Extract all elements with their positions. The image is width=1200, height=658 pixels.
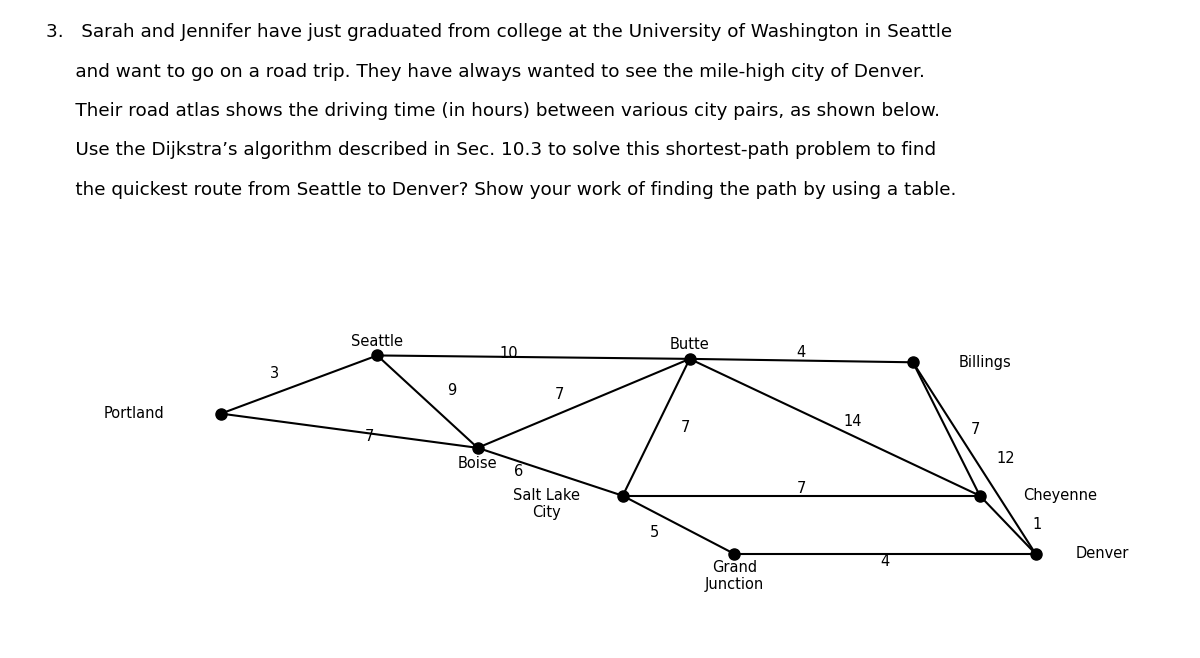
- Text: 7: 7: [680, 420, 690, 435]
- Text: Cheyenne: Cheyenne: [1024, 488, 1097, 503]
- Text: 9: 9: [448, 383, 457, 398]
- Text: 1: 1: [1032, 517, 1042, 532]
- Text: 7: 7: [365, 430, 374, 444]
- Text: 10: 10: [499, 345, 518, 361]
- Text: 7: 7: [797, 481, 806, 495]
- Text: and want to go on a road trip. They have always wanted to see the mile-high city: and want to go on a road trip. They have…: [46, 63, 924, 80]
- Text: 3: 3: [270, 366, 280, 381]
- Text: Use the Dijkstra’s algorithm described in Sec. 10.3 to solve this shortest-path : Use the Dijkstra’s algorithm described i…: [46, 141, 936, 159]
- Text: 6: 6: [515, 465, 523, 479]
- Text: 7: 7: [554, 388, 564, 402]
- Text: 5: 5: [649, 525, 659, 540]
- Text: Seattle: Seattle: [352, 334, 403, 349]
- Text: 3.   Sarah and Jennifer have just graduated from college at the University of Wa: 3. Sarah and Jennifer have just graduate…: [46, 23, 952, 41]
- Text: the quickest route from Seattle to Denver? Show your work of finding the path by: the quickest route from Seattle to Denve…: [46, 181, 956, 199]
- Text: Denver: Denver: [1076, 546, 1129, 561]
- Text: Grand
Junction: Grand Junction: [704, 560, 764, 592]
- Text: Billings: Billings: [959, 355, 1012, 370]
- Text: 4: 4: [881, 554, 889, 569]
- Text: 12: 12: [996, 451, 1015, 466]
- Text: Salt Lake
City: Salt Lake City: [514, 488, 581, 520]
- Text: 7: 7: [971, 422, 980, 436]
- Text: Butte: Butte: [670, 337, 709, 352]
- Text: 14: 14: [844, 415, 862, 429]
- Text: 4: 4: [797, 345, 806, 359]
- Text: Boise: Boise: [458, 456, 498, 470]
- Text: Portland: Portland: [103, 406, 164, 421]
- Text: Their road atlas shows the driving time (in hours) between various city pairs, a: Their road atlas shows the driving time …: [46, 102, 940, 120]
